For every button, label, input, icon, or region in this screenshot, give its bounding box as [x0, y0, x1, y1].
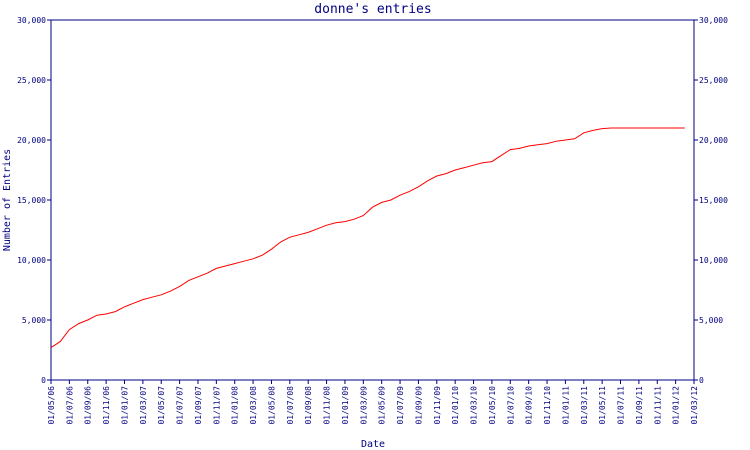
x-tick-label: 01/05/06	[47, 386, 56, 425]
x-tick-label: 01/03/12	[690, 386, 699, 425]
x-tick-label: 01/09/09	[414, 386, 423, 425]
y-tick-label-left: 5,000	[22, 316, 46, 325]
x-tick-label: 01/11/07	[212, 386, 221, 425]
x-tick-label: 01/11/10	[543, 386, 552, 425]
x-tick-label: 01/01/08	[231, 386, 240, 425]
series-line	[50, 127, 685, 349]
x-tick-label: 01/05/08	[267, 386, 276, 425]
x-tick-label: 01/07/09	[396, 386, 405, 425]
y-tick-label-right: 25,000	[699, 76, 728, 85]
y-tick-label-right: 15,000	[699, 196, 728, 205]
x-tick-label: 01/01/07	[120, 386, 129, 425]
y-tick-label-right: 0	[699, 376, 704, 385]
y-tick-label-right: 20,000	[699, 136, 728, 145]
x-tick-label: 01/11/09	[433, 386, 442, 425]
y-tick-label-right: 30,000	[699, 16, 728, 25]
x-tick-label: 01/11/11	[653, 386, 662, 425]
y-axis-right: 0 5,000 10,000 15,000 20,000 25,000 30,000	[694, 16, 728, 385]
x-tick-label: 01/03/07	[139, 386, 148, 425]
x-tick-label: 01/09/11	[635, 386, 644, 425]
y-tick-label-left: 20,000	[17, 136, 46, 145]
y-tick-label-left: 15,000	[17, 196, 46, 205]
x-tick-label: 01/05/11	[598, 386, 607, 425]
x-tick-label: 01/05/10	[488, 386, 497, 425]
x-tick-label: 01/01/09	[341, 386, 350, 425]
x-tick-label: 01/07/11	[617, 386, 626, 425]
y-tick-label-left: 25,000	[17, 76, 46, 85]
x-tick-label: 01/07/06	[65, 386, 74, 425]
x-axis-label: Date	[361, 439, 385, 450]
y-tick-label-right: 5,000	[699, 316, 723, 325]
x-tick-label: 01/05/09	[378, 386, 387, 425]
chart-title: donne's entries	[314, 2, 431, 17]
x-tick-label: 01/01/12	[672, 386, 681, 425]
x-tick-label: 01/09/06	[84, 386, 93, 425]
x-tick-label: 01/01/11	[561, 386, 570, 425]
plot-area-frame	[50, 19, 695, 381]
y-tick-label-right: 10,000	[699, 256, 728, 265]
x-tick-label: 01/07/08	[286, 386, 295, 425]
x-axis: 01/05/06 01/07/06 01/09/06 01/11/06 01/01/07…	[47, 380, 699, 425]
x-tick-label: 01/03/09	[359, 386, 368, 425]
x-tick-label: 01/03/08	[249, 386, 258, 425]
y-tick-label-left: 30,000	[17, 16, 46, 25]
y-axis-left: 0 5,000 10,000 15,000 20,000 25,000 30,000	[17, 16, 51, 385]
x-tick-label: 01/07/07	[176, 386, 185, 425]
y-axis-label: Number of Entries	[2, 149, 13, 251]
x-tick-label: 01/03/10	[470, 386, 479, 425]
y-tick-label-left: 10,000	[17, 256, 46, 265]
x-tick-label: 01/11/08	[323, 386, 332, 425]
x-tick-label: 01/09/07	[194, 386, 203, 425]
x-tick-label: 01/03/11	[580, 386, 589, 425]
x-tick-label: 01/07/10	[506, 386, 515, 425]
y-tick-label-left: 0	[41, 376, 46, 385]
series-group	[50, 127, 685, 349]
x-tick-label: 01/09/10	[525, 386, 534, 425]
x-tick-label: 01/01/10	[451, 386, 460, 425]
x-tick-label: 01/09/08	[304, 386, 313, 425]
x-tick-label: 01/05/07	[157, 386, 166, 425]
x-tick-label: 01/11/06	[102, 386, 111, 425]
